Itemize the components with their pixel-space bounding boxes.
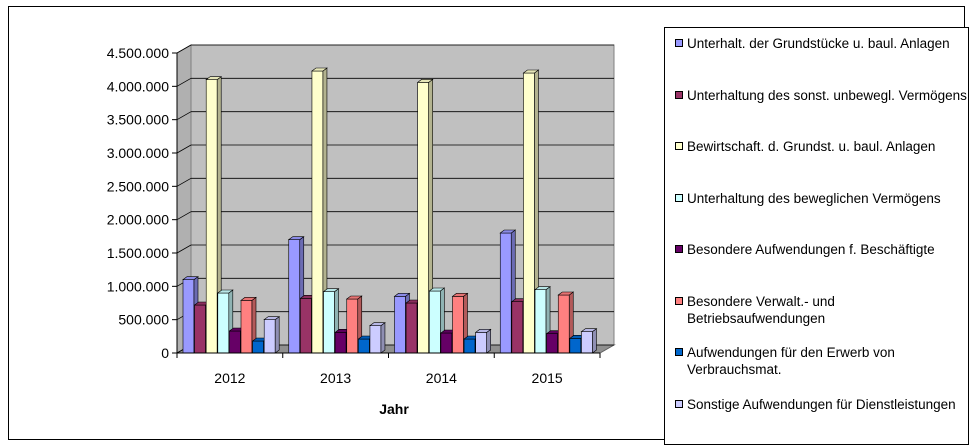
legend-label: Unterhaltung des beweglichen Vermögens xyxy=(687,190,941,206)
legend-label: Aufwendungen für den Erwerb von Verbrauc… xyxy=(687,345,895,377)
legend-label: Besondere Aufwendungen f. Beschäftigte xyxy=(687,242,935,257)
bar xyxy=(322,288,340,354)
legend-swatch xyxy=(675,245,683,253)
legend-label: Besondere Verwalt.- und Betriebsaufwendu… xyxy=(687,293,835,326)
y-tick-label: 3.500.000 xyxy=(107,112,169,128)
chart-frame: 0 500.000 1.000.000 1.500.000 2.000.000 2.500… xyxy=(8,6,969,445)
x-tick-label: 2012 xyxy=(214,370,245,386)
x-tick-label: 2015 xyxy=(532,370,563,386)
y-tick-label: 4.000.000 xyxy=(107,78,169,94)
legend-label: Bewirtschaft. d. Grundst. u. baul. Anlag… xyxy=(687,139,936,154)
gridline-side xyxy=(176,111,192,121)
legend-label: Unterhaltung des sonst. unbewegl. Vermög… xyxy=(687,87,967,103)
legend-label: Sonstige Aufwendungen für Dienstleistung… xyxy=(687,396,956,412)
y-tick-label: 500.000 xyxy=(118,312,169,328)
legend-swatch xyxy=(675,193,683,202)
y-tick-label: 2.000.000 xyxy=(107,212,169,228)
legend-swatch xyxy=(675,142,683,150)
gridline-side xyxy=(176,144,192,154)
bar xyxy=(580,328,598,354)
y-tick-label: 2.500.000 xyxy=(107,178,169,194)
gridline-side xyxy=(176,177,192,187)
gridline-side xyxy=(176,44,192,54)
gridline-side xyxy=(176,77,192,87)
bar xyxy=(474,328,492,354)
x-tick-label: 2013 xyxy=(320,370,351,386)
gridline-side xyxy=(176,244,192,254)
y-tick-label: 0 xyxy=(161,345,169,361)
x-tick-label: 2014 xyxy=(426,370,457,386)
bar xyxy=(311,67,328,354)
legend-swatch xyxy=(675,39,683,47)
legend-swatch xyxy=(675,399,683,408)
chart-legend: Unterhalt. der Grundstücke u. baul. Anla… xyxy=(664,27,969,445)
y-tick-label: 1.000.000 xyxy=(107,278,169,294)
legend-swatch xyxy=(675,296,683,305)
legend-swatch xyxy=(675,90,683,99)
y-tick-label: 4.500.000 xyxy=(107,45,169,61)
x-axis-title: Jahr xyxy=(379,401,409,417)
legend-swatch xyxy=(675,348,683,356)
chart-plot: 0 500.000 1.000.000 1.500.000 2.000.000 2.500… xyxy=(107,44,616,417)
bar xyxy=(263,316,281,354)
y-tick-label: 3.000.000 xyxy=(107,145,169,161)
legend-label: Unterhalt. der Grundstücke u. baul. Anla… xyxy=(687,36,950,51)
gridline-side xyxy=(176,211,192,221)
y-tick-label: 1.500.000 xyxy=(107,245,169,261)
bar xyxy=(369,322,386,354)
